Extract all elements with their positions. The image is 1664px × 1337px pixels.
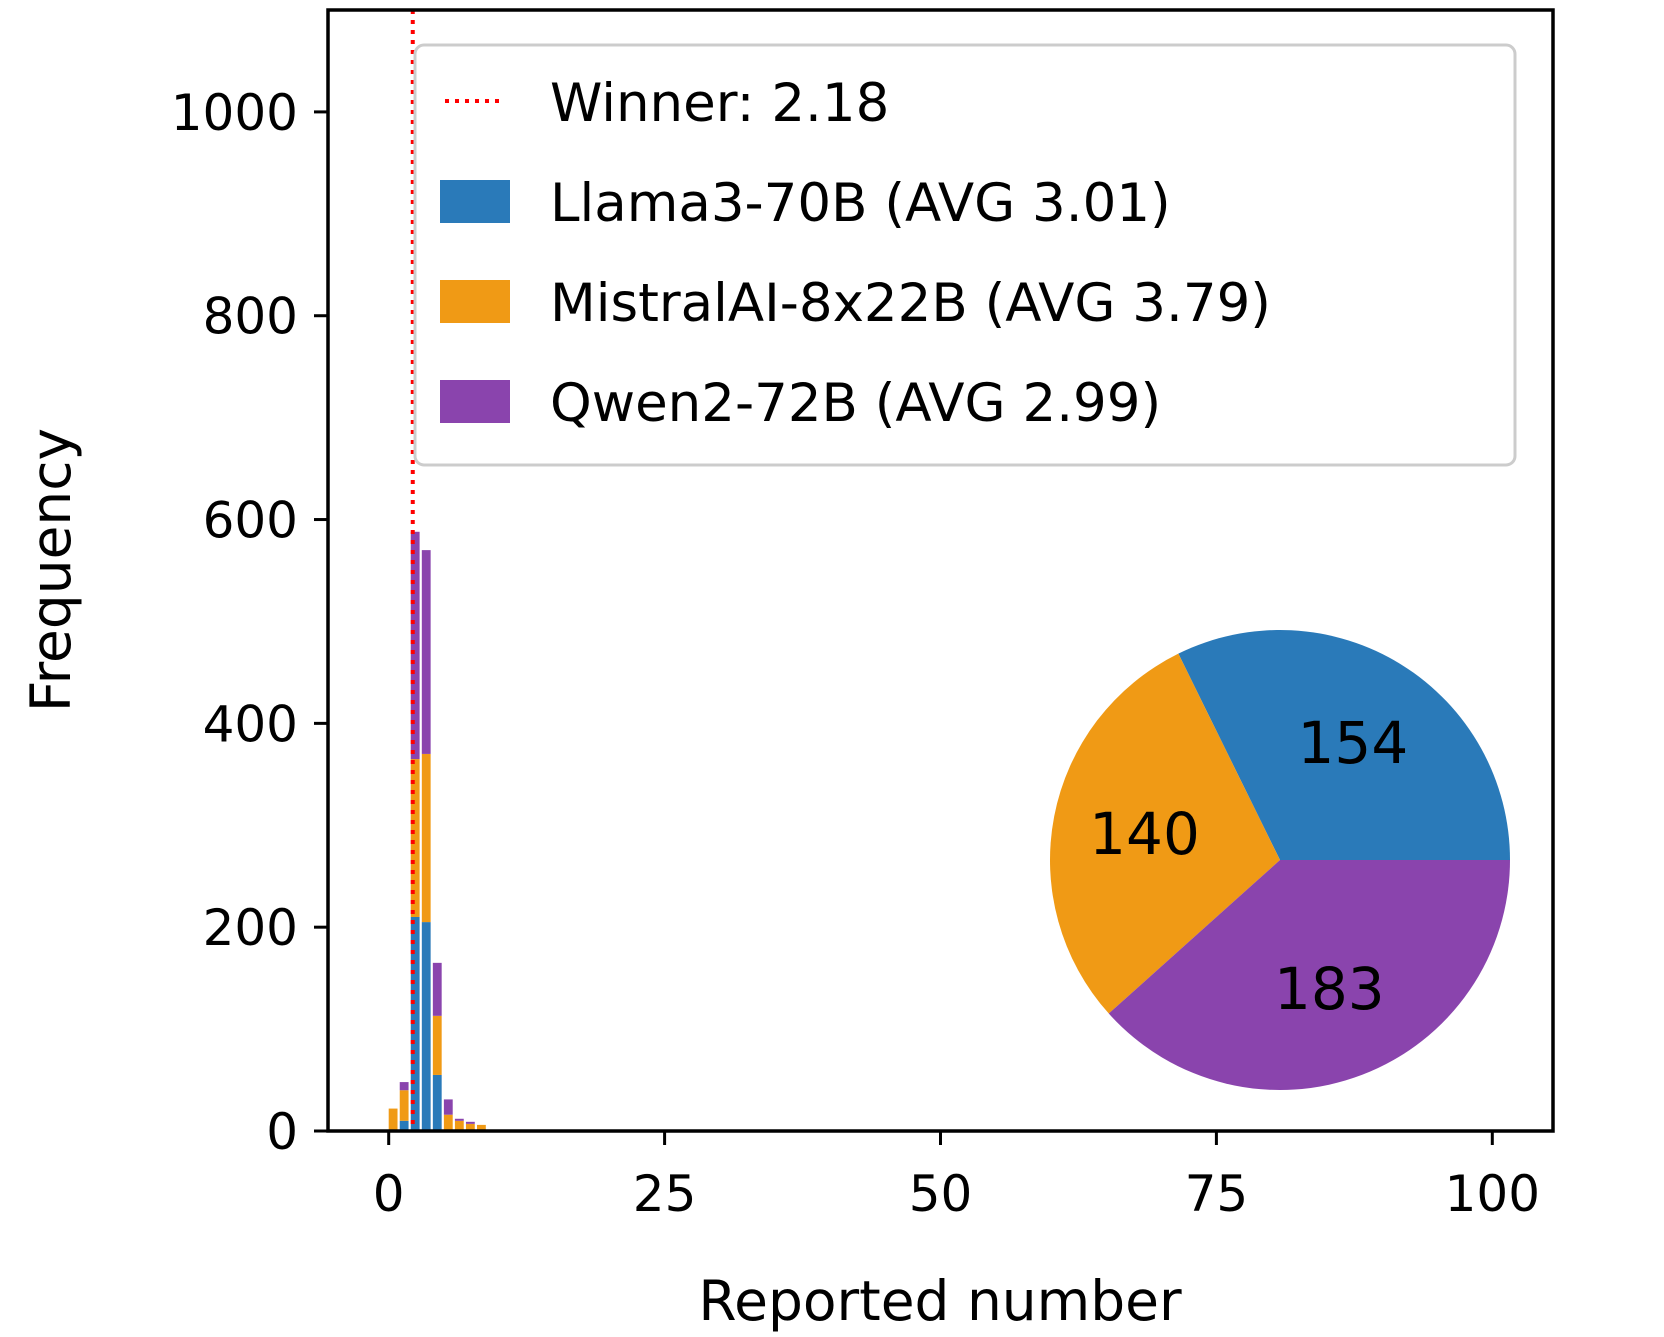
legend: Winner: 2.18 Llama3-70B (AVG 3.01) Mistr… [413,43,1517,467]
legend-winner-label: Winner: 2.18 [550,73,889,134]
legend-swatch-llama [440,180,510,223]
x-axis-ticks: 0 25 50 75 100 [373,1131,1540,1223]
y-tick-label: 0 [266,1103,298,1161]
x-tick-label: 50 [909,1165,973,1223]
pie-slice-2 [1108,860,1510,1090]
bar-series1-bin1 [399,1090,409,1121]
bar-series2-bin4 [432,962,442,1016]
bar-series1-bin6 [454,1120,464,1131]
x-tick-label: 0 [373,1165,405,1223]
y-axis-ticks: 0 200 400 600 800 1000 [171,84,328,1161]
legend-swatch-qwen [440,380,510,423]
y-tick-label: 600 [203,492,298,550]
y-axis-title: Frequency [19,428,83,712]
bars-layer [388,531,486,1131]
pie-slice-1 [1050,653,1280,1014]
bar-series0-bin3 [421,922,431,1131]
bar-series0-bin2 [410,916,420,1131]
y-tick-label: 800 [203,288,298,346]
bar-series1-bin7 [465,1123,475,1131]
legend-label-qwen: Qwen2-72B (AVG 2.99) [550,373,1161,434]
pie-slice-0 [1178,629,1510,860]
pie-slice-label-1: 140 [1089,800,1200,868]
bar-series1-bin3 [421,753,431,923]
pie-slice-label-2: 183 [1274,955,1385,1023]
x-tick-label: 100 [1445,1165,1540,1223]
bar-series0-bin1 [399,1120,409,1131]
bar-series1-bin0 [388,1108,398,1131]
bar-series2-bin1 [399,1082,409,1091]
bar-series0-bin4 [432,1074,442,1131]
legend-label-llama: Llama3-70B (AVG 3.01) [550,173,1171,234]
x-tick-label: 25 [633,1165,697,1223]
legend-frame [413,43,1517,467]
legend-swatch-mistral [440,280,510,323]
inset-pie-chart: 154 140 183 [1050,629,1510,1090]
x-axis-title: Reported number [698,1269,1182,1333]
y-tick-label: 1000 [171,84,298,142]
bar-series1-bin5 [443,1114,453,1131]
bar-series1-bin2 [410,759,420,917]
y-tick-label: 200 [203,899,298,957]
bar-series2-bin6 [454,1118,464,1121]
bar-series2-bin3 [421,550,431,754]
y-tick-label: 400 [203,695,298,753]
bar-series1-bin4 [432,1015,442,1075]
bar-series2-bin2 [410,531,420,760]
bar-series2-bin5 [443,1099,453,1115]
x-tick-label: 75 [1185,1165,1249,1223]
bar-series1-bin8 [476,1124,486,1131]
legend-label-mistral: MistralAI-8x22B (AVG 3.79) [550,273,1271,334]
bar-series2-bin7 [465,1121,475,1124]
pie-slice-label-0: 154 [1298,709,1409,777]
